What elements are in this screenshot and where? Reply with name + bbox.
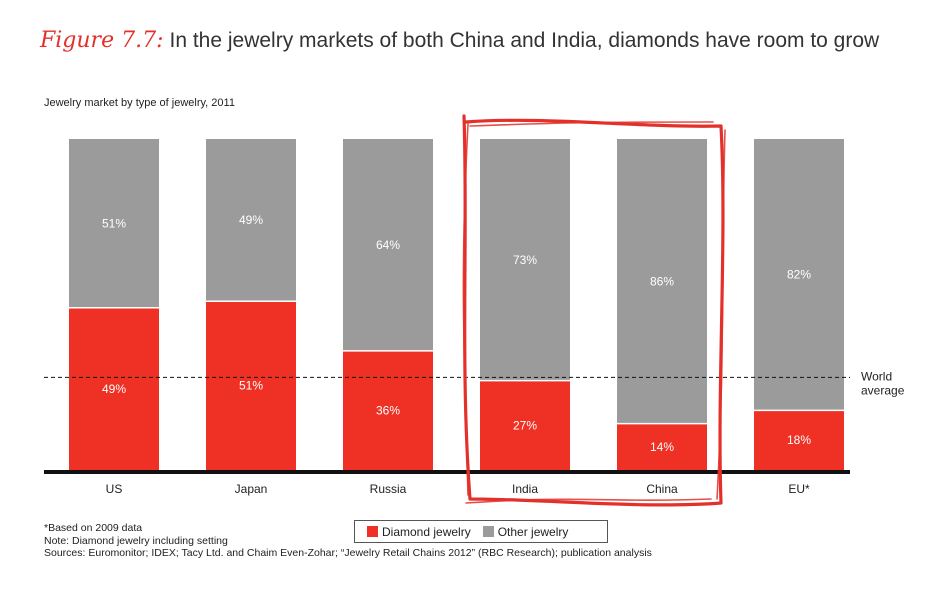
data-label-diamond-1: 51% xyxy=(239,379,263,393)
chart-title: Figure 7.7: In the jewelry markets of bot… xyxy=(40,28,879,53)
bar-other-4 xyxy=(617,139,707,424)
bar-other-3 xyxy=(480,139,570,381)
bar-other-1 xyxy=(206,139,296,302)
data-label-diamond-0: 49% xyxy=(102,382,126,396)
figure-label: Figure 7.7: xyxy=(40,28,164,53)
bar-diamond-2 xyxy=(343,350,433,470)
highlight-box-stroke2 xyxy=(462,121,726,504)
chart-subtitle: Jewelry market by type of jewelry, 2011 xyxy=(44,97,235,109)
bar-diamond-5 xyxy=(754,410,844,470)
legend-label-diamond: Diamond jewelry xyxy=(382,524,471,539)
bar-other-0 xyxy=(69,139,159,308)
category-label-5: EU* xyxy=(788,482,810,496)
category-label-2: Russia xyxy=(370,482,407,496)
bar-diamond-3 xyxy=(480,380,570,470)
data-label-other-4: 86% xyxy=(650,274,674,288)
category-label-0: US xyxy=(106,482,123,496)
bar-diamond-1 xyxy=(206,301,296,470)
data-label-diamond-4: 14% xyxy=(650,440,674,454)
category-label-4: China xyxy=(646,482,678,496)
bar-diamond-4 xyxy=(617,423,707,470)
data-label-diamond-5: 18% xyxy=(787,433,811,447)
footnote-note: Note: Diamond jewelry including setting xyxy=(44,534,228,547)
footnote-based-on: *Based on 2009 data xyxy=(44,522,143,534)
category-label-3: India xyxy=(512,482,538,496)
world-average-label-line1: World xyxy=(861,369,892,383)
figure-title: In the jewelry markets of both China and… xyxy=(169,29,880,52)
legend-item-diamond: Diamond jewelry xyxy=(367,525,471,539)
legend-item-other: Other jewelry xyxy=(482,524,569,539)
legend-label-other: Other jewelry xyxy=(497,524,569,539)
legend: Diamond jewelry Other jewelry xyxy=(354,520,608,543)
data-label-diamond-2: 36% xyxy=(376,403,400,417)
world-average-label-line2: average xyxy=(861,383,905,397)
bar-other-5 xyxy=(754,139,844,411)
bar-other-2 xyxy=(343,139,433,351)
data-label-other-0: 51% xyxy=(102,216,126,230)
data-label-other-2: 64% xyxy=(376,238,400,252)
data-label-other-5: 82% xyxy=(787,268,811,282)
bar-diamond-0 xyxy=(69,307,159,470)
category-label-1: Japan xyxy=(235,482,268,496)
data-label-other-3: 73% xyxy=(513,253,537,267)
footnotes: *Based on 2009 data Note: Diamond jewelr… xyxy=(44,522,652,560)
data-label-other-1: 49% xyxy=(239,213,263,227)
legend-swatch-other xyxy=(482,526,494,537)
legend-swatch-diamond xyxy=(367,526,378,537)
footnote-sources: Sources: Euromonitor; IDEX; Tacy Ltd. an… xyxy=(44,547,652,559)
data-label-diamond-3: 27% xyxy=(513,418,537,432)
